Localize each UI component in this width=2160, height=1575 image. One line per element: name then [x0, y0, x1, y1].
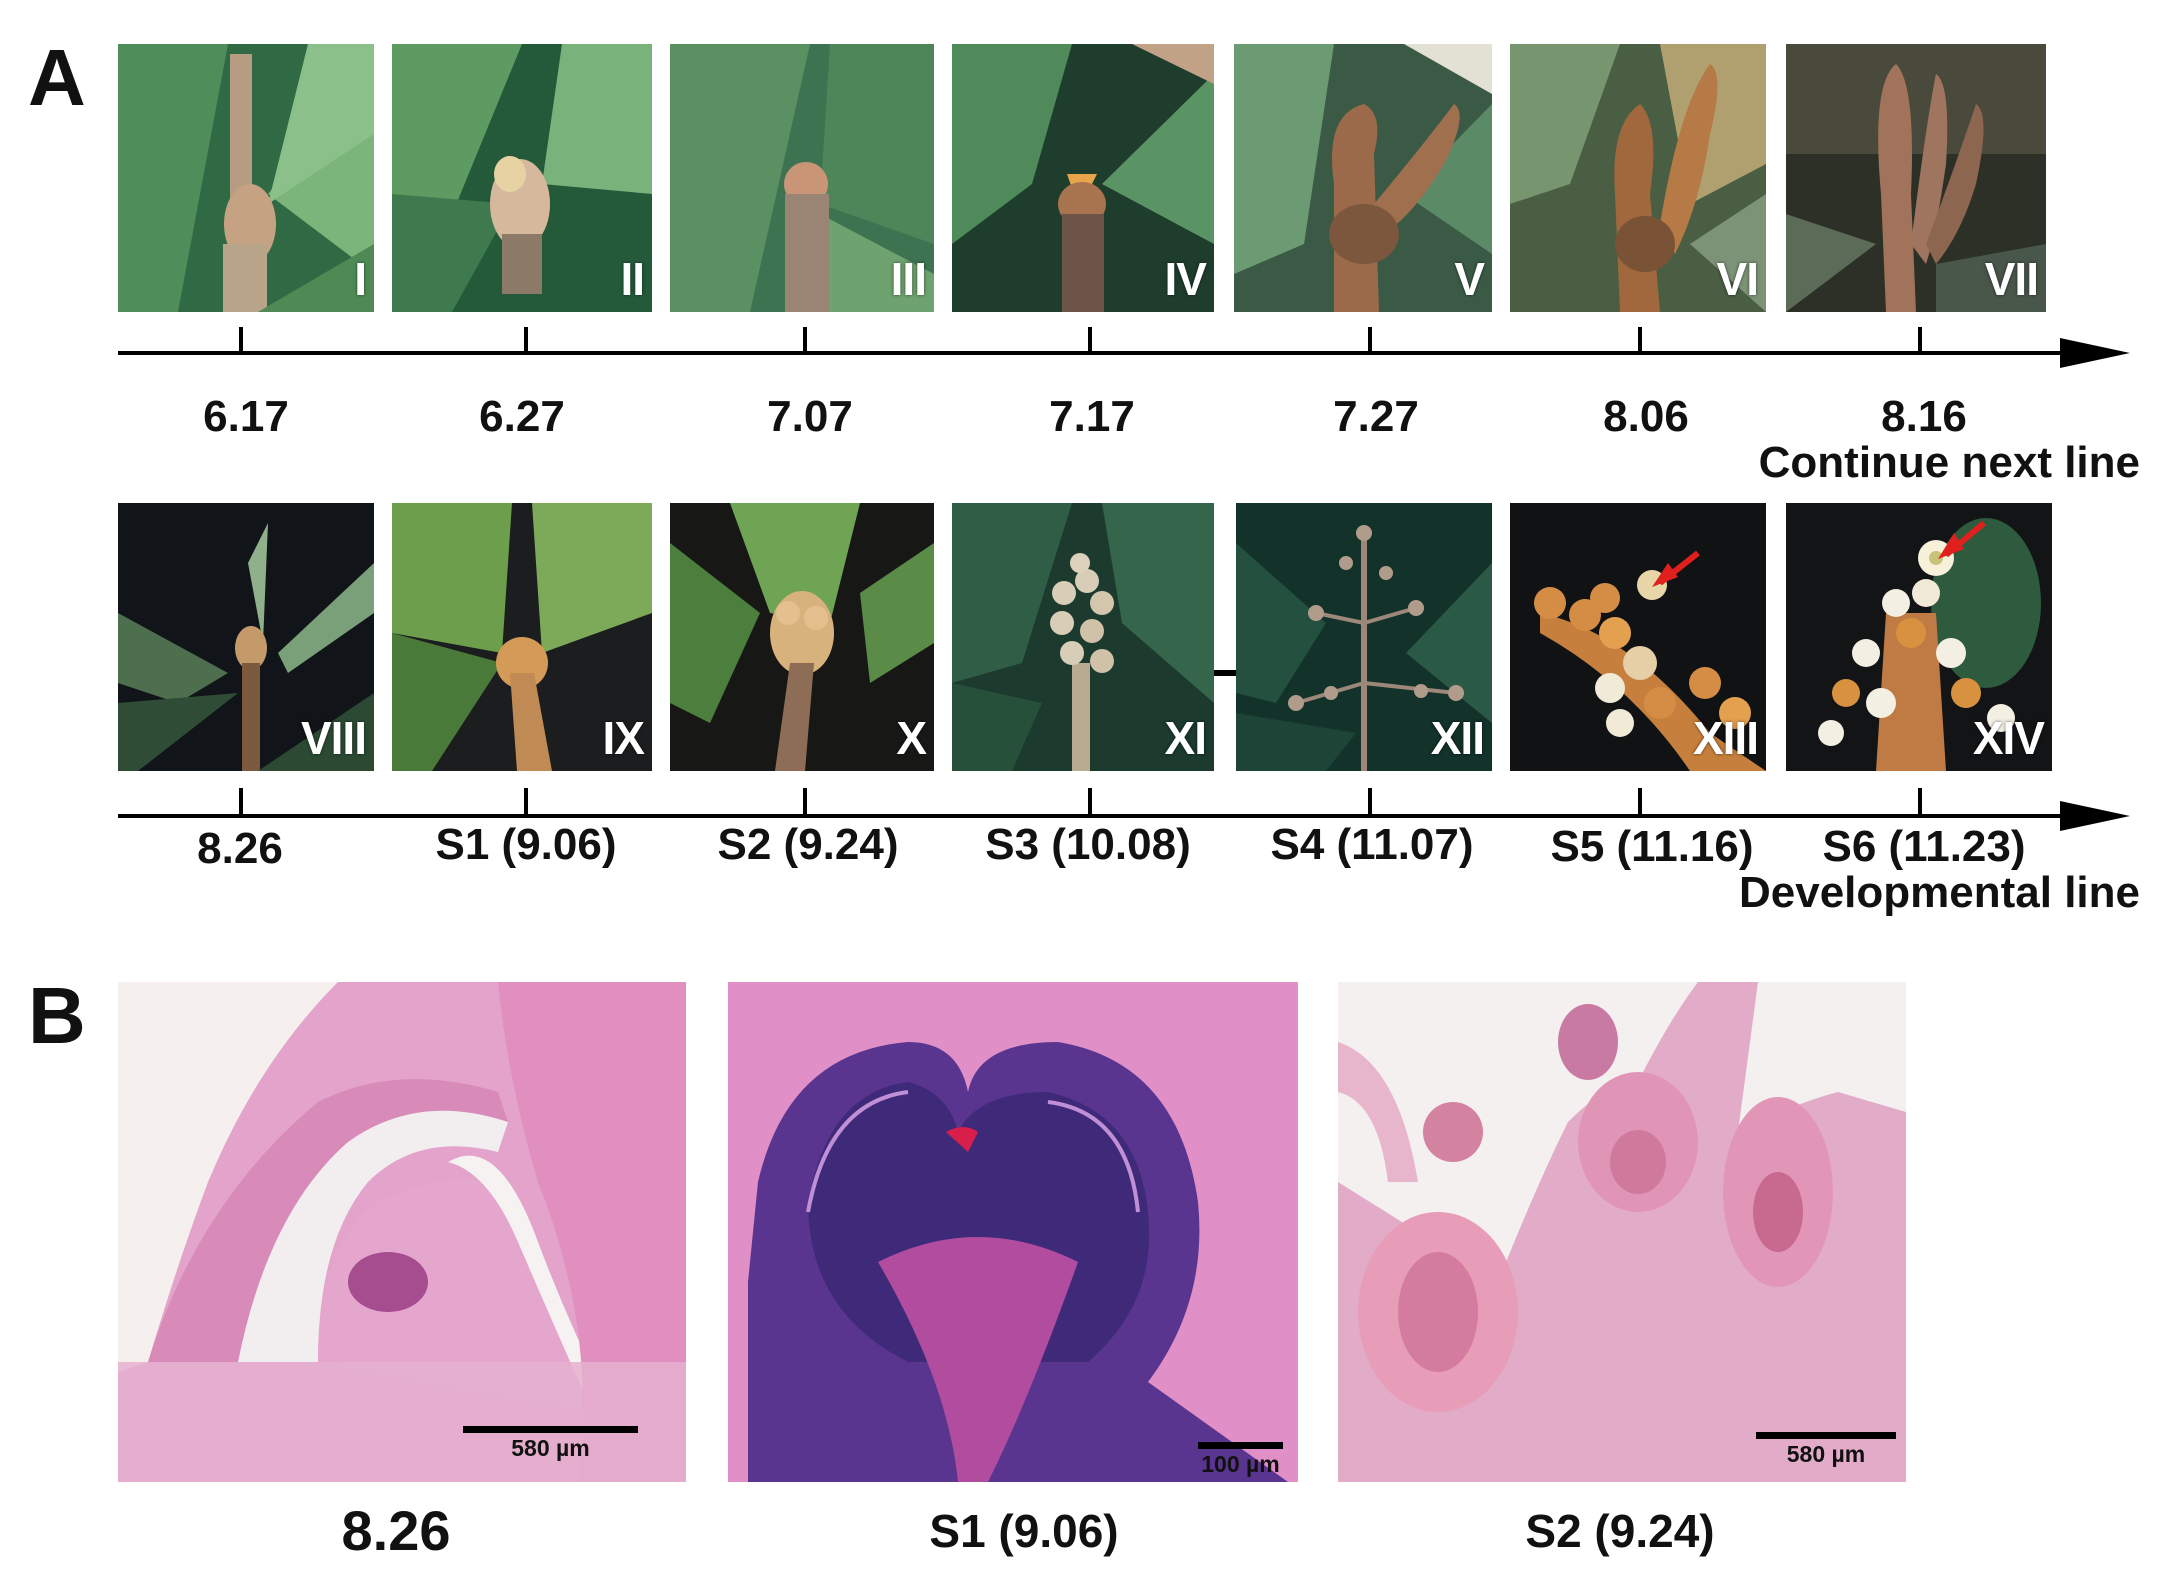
- photo-connector: [1214, 670, 1236, 676]
- photo-stage-xiii-image: [1510, 503, 1766, 771]
- date-label: 7.27: [1333, 392, 1419, 441]
- photo-stage-viii-image: [118, 503, 374, 771]
- photo-stage-iii: III: [670, 44, 934, 312]
- photo-stage-ii: II: [392, 44, 652, 312]
- stage-label: IV: [1164, 253, 1207, 305]
- stage-label: V: [1454, 253, 1485, 305]
- timeline-tick: [1088, 788, 1092, 814]
- micrograph-s2-image: [1338, 982, 1906, 1482]
- photo-stage-xii: XII: [1236, 503, 1492, 771]
- photo-stage-vi: VI: [1510, 44, 1766, 312]
- photo-stage-x-image: [670, 503, 934, 771]
- scale-bar-label: 580 µm: [511, 1435, 590, 1461]
- micrograph-caption: 8.26: [341, 1499, 451, 1562]
- timeline-arrowhead-row1: [2060, 338, 2130, 368]
- photo-stage-xi: XI: [952, 503, 1214, 771]
- scale-bar-line: [463, 1426, 638, 1433]
- photo-stage-xii-image: [1236, 503, 1492, 771]
- photo-stage-v: V: [1234, 44, 1492, 312]
- photo-stage-ii-image: [392, 44, 652, 312]
- micrograph-s2: 580 µm: [1338, 982, 1906, 1482]
- timeline-tick: [524, 788, 528, 814]
- developmental-line-note: Developmental line: [1738, 868, 2140, 917]
- date-label: S3 (10.08): [985, 820, 1191, 869]
- photo-stage-iv: IV: [952, 44, 1214, 312]
- timeline-axis-row1: [118, 351, 2098, 355]
- stage-label: XII: [1430, 712, 1485, 764]
- photo-stage-iii-image: [670, 44, 934, 312]
- timeline-tick: [524, 327, 528, 353]
- stage-label: IX: [602, 712, 645, 764]
- photo-stage-ix-image: [392, 503, 652, 771]
- stage-label: VII: [1984, 253, 2039, 305]
- scale-bar-label: 100 µm: [1201, 1451, 1280, 1477]
- photo-stage-v-image: [1234, 44, 1492, 312]
- timeline-tick: [803, 788, 807, 814]
- micrograph-caption: S1 (9.06): [929, 1505, 1119, 1557]
- photo-stage-xiii: XIII: [1510, 503, 1766, 771]
- date-label: 8.26: [197, 824, 283, 873]
- micrograph-8-26-image: [118, 982, 686, 1482]
- panel-label-a: A: [28, 33, 86, 122]
- date-label: S4 (11.07): [1270, 820, 1474, 869]
- stage-label: X: [896, 712, 927, 764]
- photo-stage-i-image: [118, 44, 374, 312]
- scale-bar: 580 µm: [1756, 1432, 1896, 1468]
- photo-stage-ix: IX: [392, 503, 652, 771]
- stage-label: VI: [1716, 253, 1759, 305]
- stage-label: XIV: [1972, 712, 2045, 764]
- date-label: S5 (11.16): [1550, 822, 1754, 871]
- date-label: 6.17: [203, 392, 289, 441]
- timeline-tick: [1918, 327, 1922, 353]
- timeline-tick: [1368, 327, 1372, 353]
- photo-stage-vi-image: [1510, 44, 1766, 312]
- scale-bar: 100 µm: [1198, 1442, 1283, 1478]
- date-label: 7.17: [1049, 392, 1135, 441]
- micrograph-s1: 100 µm: [728, 982, 1298, 1482]
- timeline-tick: [239, 788, 243, 814]
- photo-stage-viii: VIII: [118, 503, 374, 771]
- timeline-tick: [1638, 327, 1642, 353]
- scale-bar-line: [1198, 1442, 1283, 1449]
- date-label: 8.06: [1603, 392, 1689, 441]
- date-label: S2 (9.24): [717, 820, 899, 869]
- photo-stage-iv-image: [952, 44, 1214, 312]
- timeline-axis-row2: [118, 814, 2098, 818]
- stage-label: III: [890, 253, 927, 305]
- photo-stage-xi-image: [952, 503, 1214, 771]
- timeline-tick: [1638, 788, 1642, 814]
- scale-bar-label: 580 µm: [1786, 1441, 1866, 1467]
- timeline-tick: [1088, 327, 1092, 353]
- photo-stage-i: I: [118, 44, 374, 312]
- photo-stage-vii: VII: [1786, 44, 2046, 312]
- panel-label-b: B: [28, 971, 86, 1060]
- date-label: S6 (11.23): [1822, 822, 2026, 871]
- scale-bar-line: [1756, 1432, 1896, 1439]
- date-label: 8.16: [1881, 392, 1967, 441]
- date-label: S1 (9.06): [435, 820, 617, 869]
- micrograph-8-26: 580 µm: [118, 982, 686, 1482]
- photo-stage-x: X: [670, 503, 934, 771]
- micrograph-s1-image: [728, 982, 1298, 1482]
- stage-label: XIII: [1692, 712, 1759, 764]
- date-label: 6.27: [479, 392, 565, 441]
- stage-label: XI: [1164, 712, 1207, 764]
- stage-label: VIII: [300, 712, 367, 764]
- timeline-tick: [1918, 788, 1922, 814]
- continue-note: Continue next line: [1758, 438, 2140, 487]
- stage-label: I: [354, 253, 367, 305]
- date-label: 7.07: [767, 392, 853, 441]
- timeline-tick: [1368, 788, 1372, 814]
- timeline-tick: [803, 327, 807, 353]
- scale-bar: 580 µm: [463, 1426, 638, 1462]
- micrograph-caption: S2 (9.24): [1525, 1505, 1715, 1557]
- photo-stage-vii-image: [1786, 44, 2046, 312]
- stage-label: II: [620, 253, 645, 305]
- photo-stage-xiv: XIV: [1786, 503, 2052, 771]
- timeline-tick: [239, 327, 243, 353]
- photo-stage-xiv-image: [1786, 503, 2052, 771]
- timeline-arrowhead-row2: [2060, 801, 2130, 831]
